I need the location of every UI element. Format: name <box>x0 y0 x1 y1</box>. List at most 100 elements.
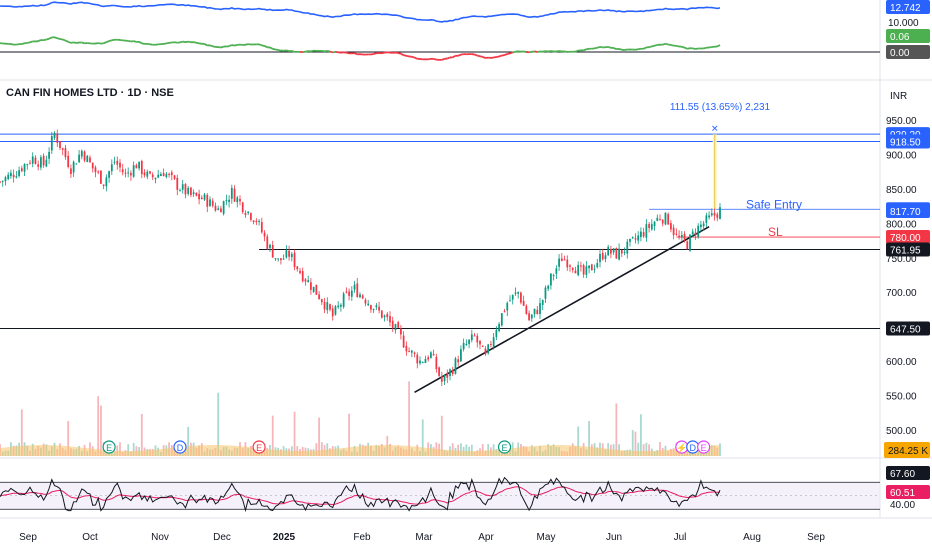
oscillator-segment <box>452 54 456 59</box>
candle-body <box>12 174 15 178</box>
candle-body <box>359 294 361 298</box>
candle-body <box>64 148 67 158</box>
candle-body <box>0 181 1 183</box>
candle-body <box>694 232 697 235</box>
candle-body <box>383 315 386 318</box>
candle-body <box>394 324 397 331</box>
candle-body <box>83 151 86 161</box>
volume-bar <box>440 415 443 456</box>
event-marker-dividend <box>173 440 187 454</box>
volume-bar <box>348 413 350 456</box>
candle-body <box>509 300 511 302</box>
candle-body <box>50 136 53 151</box>
annotation-safe-entry: Safe Entry <box>746 197 802 211</box>
candle-body <box>413 352 416 354</box>
x-tick-label: Jul <box>674 532 687 543</box>
candle-body <box>541 300 544 305</box>
oscillator-segment <box>261 44 265 47</box>
candle-body <box>708 215 710 218</box>
oscillator-segment <box>286 49 290 52</box>
candle-body <box>222 201 225 214</box>
candle-body <box>350 290 353 297</box>
oscillator-segment <box>46 37 50 41</box>
currency-label: INR <box>890 91 907 102</box>
candle-body <box>372 309 375 311</box>
oscillator-segment <box>269 46 274 50</box>
candle-body <box>18 170 20 177</box>
oscillator-segment <box>65 39 69 43</box>
oscillator-segment <box>234 43 238 47</box>
candle-body <box>495 329 498 338</box>
oscillator-segment <box>507 52 511 55</box>
candle-body <box>195 192 198 196</box>
oscillator-segment <box>542 50 546 53</box>
volume-bar <box>187 426 190 456</box>
volume-label-bg <box>884 442 930 458</box>
candle-body <box>252 220 255 223</box>
candle-body <box>340 304 342 307</box>
price-label: 780.00 <box>890 233 921 244</box>
candle-body <box>7 174 10 180</box>
candle-body <box>244 213 247 215</box>
candle-body <box>91 162 94 169</box>
candle-body <box>476 335 479 343</box>
oscillator-segment <box>43 38 47 42</box>
candle-body <box>326 302 329 311</box>
volume-bar <box>588 421 590 456</box>
candle-body <box>465 344 468 346</box>
candle-body <box>440 376 443 382</box>
volume-bar <box>470 444 473 456</box>
oscillator-segment <box>138 41 143 45</box>
event-marker-text: E <box>502 443 508 453</box>
volume-bar <box>20 409 23 456</box>
candle-body <box>146 171 149 177</box>
candle-body <box>375 305 378 308</box>
price-label-bg <box>886 242 930 257</box>
candle-body <box>72 161 75 173</box>
candle-body <box>370 305 372 310</box>
volume-bar <box>293 411 296 456</box>
candle-body <box>353 284 356 290</box>
volume-bar <box>67 421 70 456</box>
candle-body <box>318 294 320 300</box>
candle-body <box>108 171 110 178</box>
candle-body <box>378 306 380 311</box>
candle-body <box>138 161 140 169</box>
candle-body <box>683 233 686 240</box>
candle-body <box>430 352 432 358</box>
top-label-blue-bg <box>886 0 930 14</box>
candle-body <box>713 212 716 216</box>
volume-bar <box>217 392 220 456</box>
oscillator-segment <box>613 47 617 51</box>
candle-body <box>462 343 465 350</box>
volume-bar <box>487 444 490 456</box>
oscillator-segment <box>534 50 538 53</box>
candle-body <box>329 304 331 310</box>
volume-bar <box>642 444 645 456</box>
candle-body <box>282 258 285 260</box>
x-tick-label: 2025 <box>273 532 296 543</box>
volume-bar <box>119 442 121 456</box>
candle-body <box>100 170 102 184</box>
candle-body <box>312 286 315 292</box>
oscillator-segment <box>564 50 568 53</box>
volume-bar <box>140 413 143 456</box>
candle-body <box>697 225 700 237</box>
candle-body <box>301 271 304 282</box>
oscillator-segment <box>504 53 508 56</box>
oscillator-segment <box>179 40 183 44</box>
candle-body <box>391 320 394 329</box>
oscillator-segment <box>599 46 603 49</box>
candle-body <box>157 174 160 178</box>
candle-body <box>689 234 691 251</box>
candle-body <box>154 177 157 180</box>
candle-body <box>593 268 596 270</box>
candle-body <box>367 303 370 306</box>
oscillator-segment <box>477 54 481 58</box>
volume-bar <box>481 444 484 456</box>
candle-body <box>517 291 520 294</box>
oscillator-segment <box>103 41 107 45</box>
volume-bar <box>457 444 460 456</box>
oscillator-segment <box>618 48 623 51</box>
